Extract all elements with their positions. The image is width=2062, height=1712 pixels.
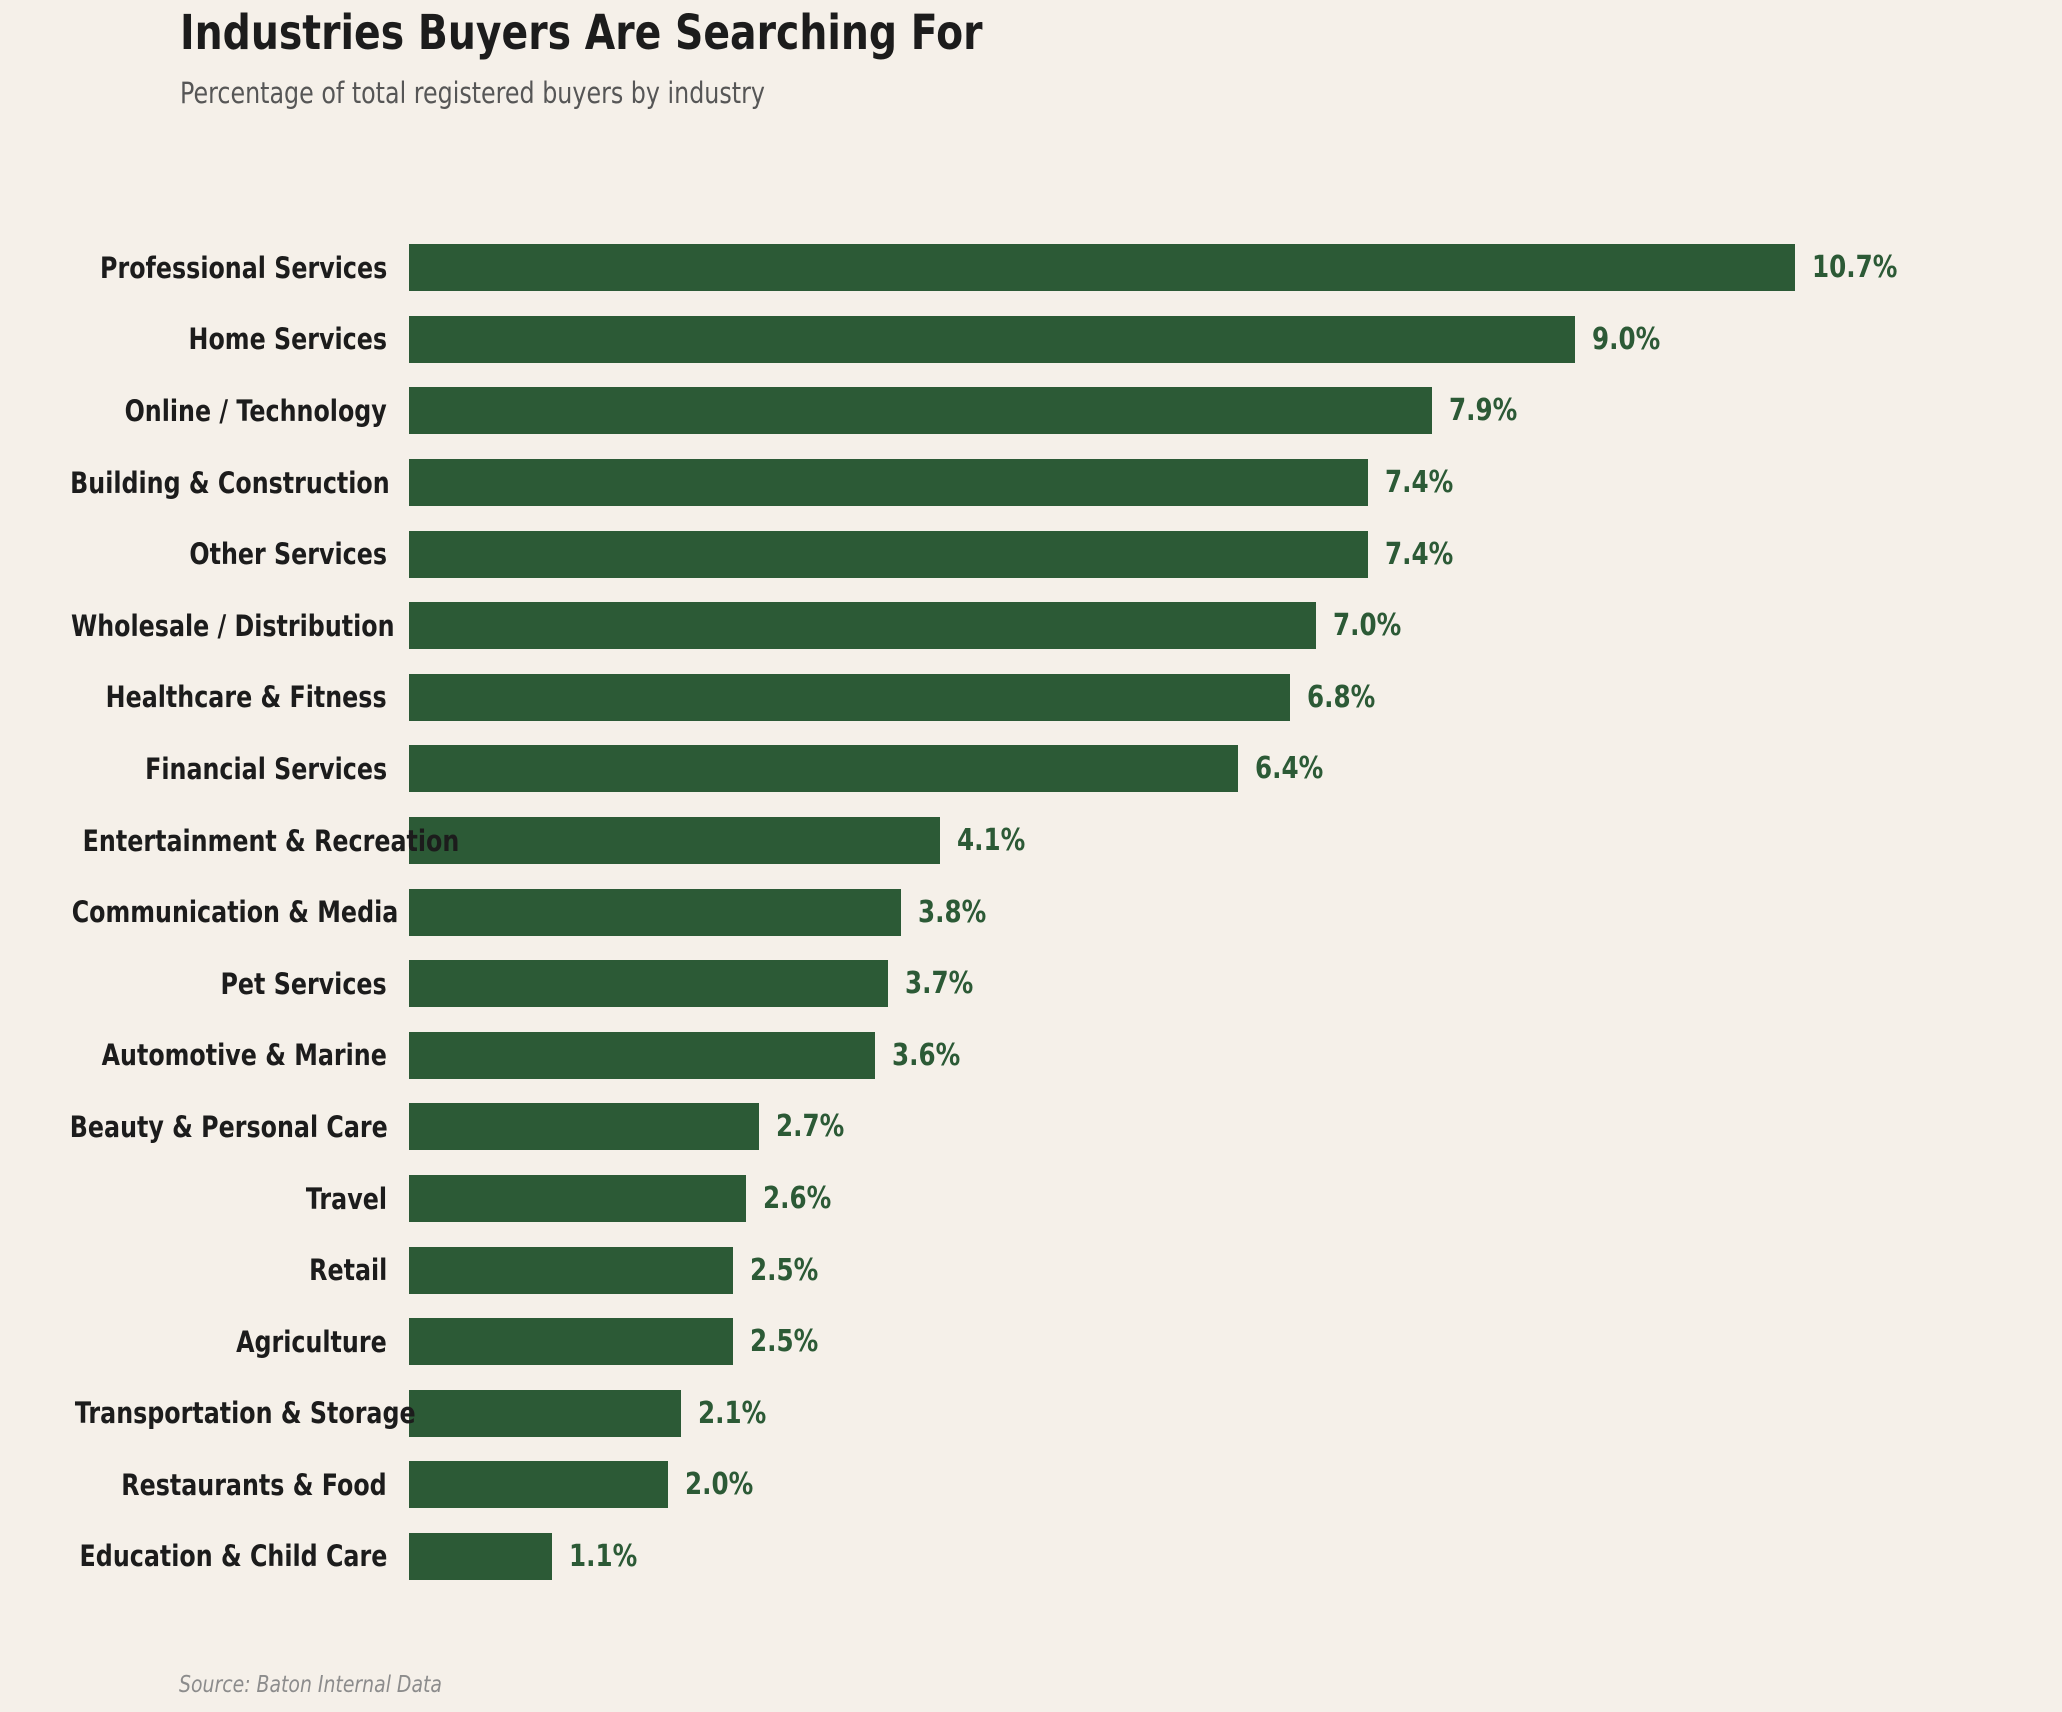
bar [409,888,902,936]
bar-label: Wholesale / Distribution [71,608,395,643]
bar-row: Financial Services 6.4% [0,733,2062,805]
bar-row: Transportation & Storage 2.1% [0,1378,2062,1450]
bar [409,1461,669,1509]
bar-label: Online / Technology [124,393,387,428]
bar-label: Communication & Media [71,895,399,930]
bar-label: Home Services [188,322,387,357]
bar-label: Building & Construction [70,465,390,500]
bar [409,817,941,865]
bar [409,745,1238,793]
bar-chart: Professional Services 10.7% Home Service… [0,232,2062,1592]
bar-label: Healthcare & Fitness [106,680,387,715]
bar-row: Home Services 9.0% [0,304,2062,376]
bar-value-label: 3.8% [918,894,987,930]
bar-row: Entertainment & Recreation 4.1% [0,805,2062,877]
bar-label: Education & Child Care [79,1539,387,1574]
bar-value-label: 3.6% [892,1037,961,1073]
bar-value-label: 2.0% [685,1467,754,1503]
bar-value-label: 2.6% [762,1181,832,1217]
bar-label: Retail [308,1253,387,1288]
bar-value-label: 7.0% [1332,608,1401,644]
bar-value-label: 7.4% [1384,465,1453,501]
bar-label: Financial Services [144,751,387,786]
bar-value-label: 7.9% [1449,393,1518,429]
bar-value-label: 3.7% [905,966,974,1002]
bar-label: Pet Services [220,966,387,1001]
bar [409,673,1290,721]
bar-row: Communication & Media 3.8% [0,876,2062,948]
bar [409,960,889,1008]
bar-value-label: 7.4% [1384,536,1453,572]
bar [409,1389,681,1437]
bar-row: Restaurants & Food 2.0% [0,1449,2062,1521]
bar-label: Professional Services [99,250,387,285]
bar [409,1031,876,1079]
bar-row: Beauty & Personal Care 2.7% [0,1091,2062,1163]
bar-value-label: 9.0% [1591,321,1661,357]
bar-row: Healthcare & Fitness 6.8% [0,662,2062,734]
bar-value-label: 6.4% [1255,751,1324,787]
bar-row: Retail 2.5% [0,1234,2062,1306]
bar-row: Other Services 7.4% [0,518,2062,590]
bar-value-label: 6.8% [1306,679,1376,715]
bar [409,387,1433,435]
chart-title: Industries Buyers Are Searching For [180,5,983,61]
bar-label: Travel [305,1181,387,1216]
bar-value-label: 2.7% [775,1109,844,1145]
bar-row: Online / Technology 7.9% [0,375,2062,447]
bar [409,1175,746,1223]
bar-label: Entertainment & Recreation [82,823,460,858]
source-note: Source: Baton Internal Data [179,1672,442,1698]
bar-value-label: 4.1% [957,823,1026,859]
chart-header: Industries Buyers Are Searching For [180,5,1159,61]
bar [409,459,1368,507]
bar-label: Agriculture [236,1324,387,1359]
bar-label: Other Services [189,537,387,572]
bar-label: Transportation & Storage [74,1396,416,1431]
bar [409,1532,552,1580]
bar [409,1103,759,1151]
bar-value-label: 2.5% [749,1324,819,1360]
bar-row: Travel 2.6% [0,1163,2062,1235]
chart-subtitle: Percentage of total registered buyers by… [180,76,765,110]
bar-row: Agriculture 2.5% [0,1306,2062,1378]
bar-label: Automotive & Marine [101,1038,387,1073]
bar [409,530,1368,578]
bar-row: Pet Services 3.7% [0,948,2062,1020]
bar-row: Building & Construction 7.4% [0,447,2062,519]
bar-row: Automotive & Marine 3.6% [0,1020,2062,1092]
bar-row: Professional Services 10.7% [0,232,2062,304]
bar [409,244,1795,292]
bar [409,1318,733,1366]
bar [409,1246,733,1294]
bar-value-label: 10.7% [1812,250,1898,286]
bar-value-label: 2.1% [698,1395,767,1431]
bar-value-label: 2.5% [749,1252,819,1288]
bar [409,315,1575,363]
bar-row: Education & Child Care 1.1% [0,1521,2062,1593]
bar-label: Beauty & Personal Care [69,1109,388,1144]
bar-label: Restaurants & Food [121,1467,387,1502]
bar-row: Wholesale / Distribution 7.0% [0,590,2062,662]
bar-value-label: 1.1% [568,1538,637,1574]
bar [409,602,1316,650]
